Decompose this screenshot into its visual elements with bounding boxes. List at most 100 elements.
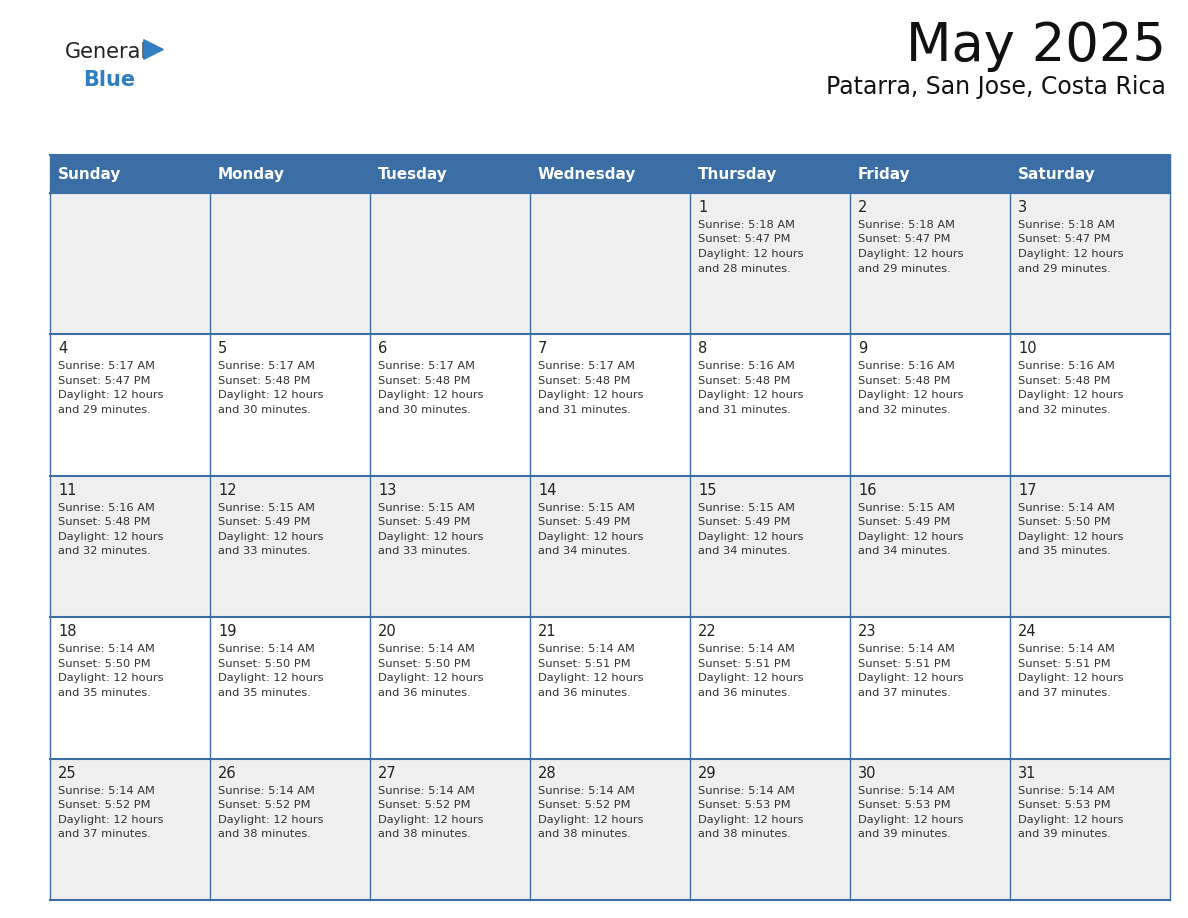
Text: Sunrise: 5:14 AM: Sunrise: 5:14 AM — [58, 644, 154, 655]
Text: Daylight: 12 hours: Daylight: 12 hours — [58, 532, 164, 542]
Text: Patarra, San Jose, Costa Rica: Patarra, San Jose, Costa Rica — [826, 75, 1165, 99]
Text: Sunset: 5:49 PM: Sunset: 5:49 PM — [378, 518, 470, 527]
Text: Daylight: 12 hours: Daylight: 12 hours — [538, 532, 644, 542]
Text: 10: 10 — [1018, 341, 1037, 356]
Text: and 32 minutes.: and 32 minutes. — [58, 546, 151, 556]
Text: and 35 minutes.: and 35 minutes. — [219, 688, 311, 698]
Text: 31: 31 — [1018, 766, 1036, 780]
Text: 29: 29 — [699, 766, 716, 780]
Bar — [690, 334, 849, 476]
Text: Sunrise: 5:16 AM: Sunrise: 5:16 AM — [699, 362, 795, 372]
Text: Daylight: 12 hours: Daylight: 12 hours — [58, 814, 164, 824]
Text: and 32 minutes.: and 32 minutes. — [1018, 405, 1111, 415]
Text: Daylight: 12 hours: Daylight: 12 hours — [699, 673, 803, 683]
Text: Sunset: 5:52 PM: Sunset: 5:52 PM — [58, 800, 151, 810]
Text: Sunrise: 5:15 AM: Sunrise: 5:15 AM — [858, 503, 955, 513]
Text: 18: 18 — [58, 624, 76, 639]
Text: Daylight: 12 hours: Daylight: 12 hours — [538, 390, 644, 400]
Text: Thursday: Thursday — [699, 166, 777, 182]
Text: and 38 minutes.: and 38 minutes. — [699, 829, 791, 839]
Text: Friday: Friday — [858, 166, 911, 182]
Text: Sunrise: 5:16 AM: Sunrise: 5:16 AM — [858, 362, 955, 372]
Text: and 37 minutes.: and 37 minutes. — [58, 829, 151, 839]
Text: Sunset: 5:49 PM: Sunset: 5:49 PM — [699, 518, 790, 527]
Text: Sunrise: 5:16 AM: Sunrise: 5:16 AM — [1018, 362, 1114, 372]
Text: Sunset: 5:47 PM: Sunset: 5:47 PM — [58, 375, 151, 386]
Text: Sunrise: 5:14 AM: Sunrise: 5:14 AM — [58, 786, 154, 796]
Text: Sunset: 5:52 PM: Sunset: 5:52 PM — [219, 800, 310, 810]
Text: Daylight: 12 hours: Daylight: 12 hours — [699, 390, 803, 400]
Bar — [210, 334, 369, 476]
Bar — [369, 617, 530, 758]
Bar — [369, 334, 530, 476]
Text: Sunset: 5:52 PM: Sunset: 5:52 PM — [538, 800, 631, 810]
Text: Daylight: 12 hours: Daylight: 12 hours — [219, 390, 323, 400]
Text: Sunrise: 5:14 AM: Sunrise: 5:14 AM — [219, 644, 315, 655]
Text: and 28 minutes.: and 28 minutes. — [699, 263, 791, 274]
Bar — [50, 155, 210, 193]
Text: Sunrise: 5:17 AM: Sunrise: 5:17 AM — [538, 362, 636, 372]
Text: 5: 5 — [219, 341, 227, 356]
Bar — [369, 476, 530, 617]
Text: 30: 30 — [858, 766, 877, 780]
Text: 21: 21 — [538, 624, 557, 639]
Text: Sunset: 5:51 PM: Sunset: 5:51 PM — [699, 659, 791, 668]
Bar — [1010, 617, 1170, 758]
Text: Sunset: 5:50 PM: Sunset: 5:50 PM — [219, 659, 310, 668]
Text: and 39 minutes.: and 39 minutes. — [858, 829, 950, 839]
Bar — [690, 155, 849, 193]
Text: Sunrise: 5:17 AM: Sunrise: 5:17 AM — [378, 362, 475, 372]
Text: Sunset: 5:48 PM: Sunset: 5:48 PM — [378, 375, 470, 386]
Text: Sunset: 5:51 PM: Sunset: 5:51 PM — [1018, 659, 1111, 668]
Bar — [1010, 155, 1170, 193]
Bar — [50, 476, 210, 617]
Text: and 30 minutes.: and 30 minutes. — [378, 405, 470, 415]
Text: and 39 minutes.: and 39 minutes. — [1018, 829, 1111, 839]
Text: 2: 2 — [858, 200, 867, 215]
Text: Sunrise: 5:17 AM: Sunrise: 5:17 AM — [219, 362, 315, 372]
Text: Daylight: 12 hours: Daylight: 12 hours — [378, 390, 484, 400]
Text: Sunset: 5:47 PM: Sunset: 5:47 PM — [699, 234, 790, 244]
Text: Daylight: 12 hours: Daylight: 12 hours — [378, 673, 484, 683]
Text: and 33 minutes.: and 33 minutes. — [378, 546, 470, 556]
Bar — [50, 193, 210, 334]
Text: May 2025: May 2025 — [906, 20, 1165, 72]
Bar — [849, 476, 1010, 617]
Text: and 34 minutes.: and 34 minutes. — [538, 546, 631, 556]
Bar — [849, 193, 1010, 334]
Text: and 36 minutes.: and 36 minutes. — [378, 688, 470, 698]
Text: 20: 20 — [378, 624, 397, 639]
Bar — [690, 193, 849, 334]
Bar — [690, 476, 849, 617]
Bar — [1010, 476, 1170, 617]
Text: Daylight: 12 hours: Daylight: 12 hours — [1018, 673, 1124, 683]
Bar — [1010, 334, 1170, 476]
Text: Daylight: 12 hours: Daylight: 12 hours — [699, 814, 803, 824]
Text: and 29 minutes.: and 29 minutes. — [1018, 263, 1111, 274]
Text: 28: 28 — [538, 766, 557, 780]
Text: Sunday: Sunday — [58, 166, 121, 182]
Text: and 35 minutes.: and 35 minutes. — [58, 688, 151, 698]
Text: Sunrise: 5:16 AM: Sunrise: 5:16 AM — [58, 503, 154, 513]
Text: Sunset: 5:49 PM: Sunset: 5:49 PM — [219, 518, 310, 527]
Text: Sunrise: 5:15 AM: Sunrise: 5:15 AM — [699, 503, 795, 513]
Text: and 36 minutes.: and 36 minutes. — [699, 688, 791, 698]
Bar — [210, 758, 369, 900]
Text: 16: 16 — [858, 483, 877, 498]
Text: 17: 17 — [1018, 483, 1037, 498]
Text: Daylight: 12 hours: Daylight: 12 hours — [858, 532, 963, 542]
Text: Sunset: 5:49 PM: Sunset: 5:49 PM — [858, 518, 950, 527]
Text: and 38 minutes.: and 38 minutes. — [378, 829, 470, 839]
Text: and 36 minutes.: and 36 minutes. — [538, 688, 631, 698]
Text: 9: 9 — [858, 341, 867, 356]
Text: Daylight: 12 hours: Daylight: 12 hours — [58, 673, 164, 683]
Text: 24: 24 — [1018, 624, 1037, 639]
Bar — [849, 334, 1010, 476]
Text: 11: 11 — [58, 483, 76, 498]
Text: Sunrise: 5:18 AM: Sunrise: 5:18 AM — [858, 220, 955, 230]
Text: 8: 8 — [699, 341, 707, 356]
Text: Daylight: 12 hours: Daylight: 12 hours — [538, 814, 644, 824]
Bar — [50, 617, 210, 758]
Bar — [849, 155, 1010, 193]
Text: and 32 minutes.: and 32 minutes. — [858, 405, 950, 415]
